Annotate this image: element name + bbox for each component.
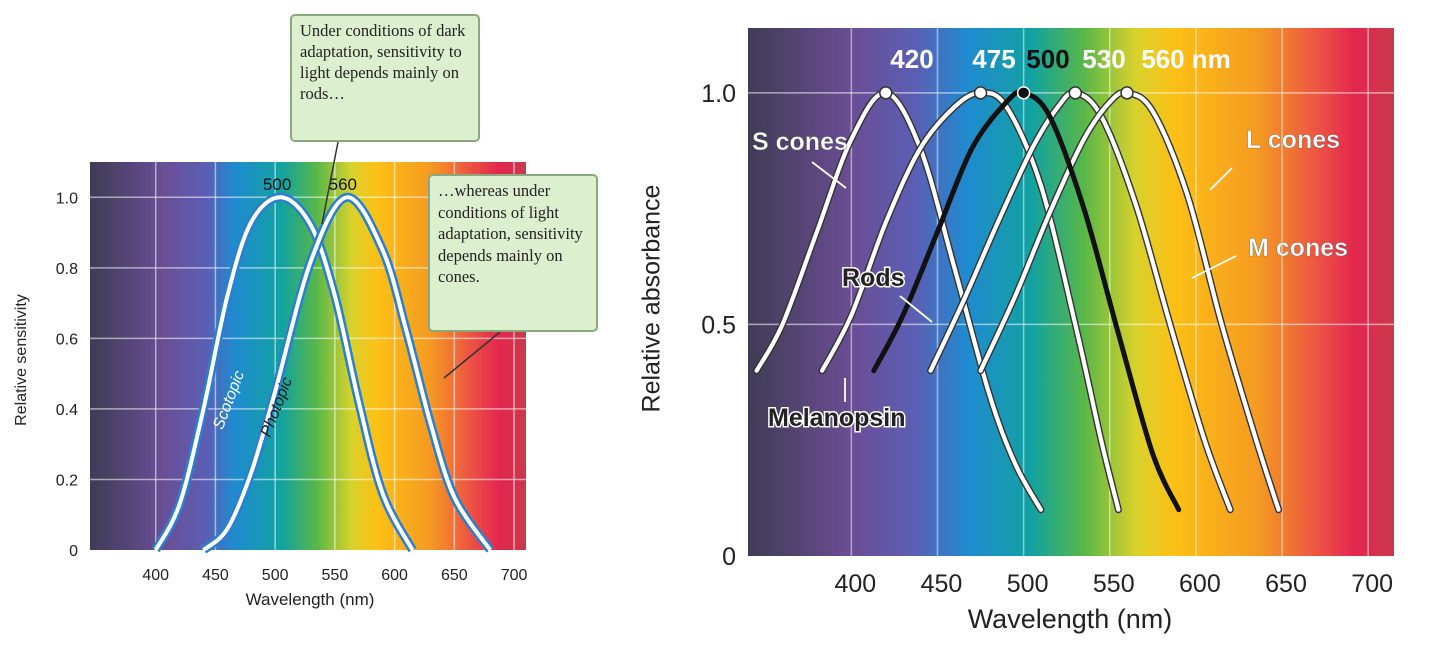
callout-light-pointer: [443, 331, 501, 379]
left-x-tick-label: 550: [322, 567, 349, 584]
left-y-tick-label: 0.6: [56, 331, 78, 348]
left-photopic-curve-core: [202, 195, 492, 552]
right-m-cones-pointer: [1191, 255, 1237, 279]
left-x-tick-label: 450: [202, 567, 229, 584]
right-rods-pointer: [899, 295, 933, 323]
right-x-tick-label: 600: [1179, 570, 1221, 598]
right-s-cones-pointer: [811, 161, 847, 189]
right-peak-label: 500: [1026, 44, 1069, 74]
right-l-cones-peak-marker: [1120, 86, 1134, 100]
right-x-tick-label: 650: [1265, 570, 1307, 598]
left-y-axis-label: Relative sensitivity: [13, 294, 30, 426]
callout-light-adaptation-text: …whereas under conditions of light adapt…: [438, 181, 583, 286]
left-peak-label: 500: [263, 175, 291, 194]
right-x-tick-label: 550: [1093, 570, 1135, 598]
left-x-axis-label: Wavelength (nm): [245, 590, 375, 609]
right-peak-label: 530: [1082, 44, 1125, 74]
right-melanopsin-label: Melanopsin: [768, 404, 906, 432]
left-x-tick-label: 600: [381, 567, 408, 584]
right-rods-peak-marker: [1016, 86, 1031, 100]
left-x-tick-label: 650: [441, 567, 468, 584]
left-scotopic-curve-core: [153, 195, 415, 551]
right-s-cones-curve: [754, 90, 1043, 512]
right-x-axis-label: Wavelength (nm): [967, 604, 1173, 634]
left-x-tick-label: 500: [262, 567, 289, 584]
callout-dark-adaptation-text: Under conditions of dark adaptation, sen…: [300, 21, 466, 103]
right-m-cones-label: M cones: [1248, 234, 1348, 262]
left-y-tick-label: 0.4: [56, 402, 78, 419]
left-y-tick-label: 0.2: [56, 472, 78, 489]
right-peak-label: 420: [890, 44, 933, 74]
right-m-cones-peak-marker: [1068, 86, 1083, 100]
right-s-cones-peak-marker: [879, 86, 893, 100]
left-chart: 400 450 500 550 600 650 700 0 0.2 0.4 0.6 0.8 1.0 500…: [56, 141, 528, 584]
left-y-tick-label: 0.8: [56, 261, 78, 278]
right-l-cones-pointer: [1209, 167, 1233, 191]
right-rods-label: Rods: [842, 264, 905, 292]
right-y-tick-label: 0: [722, 543, 736, 571]
right-y-tick-label: 1.0: [701, 80, 736, 108]
right-x-tick-label: 400: [835, 570, 877, 598]
left-peak-label: 560: [329, 175, 357, 194]
right-x-tick-label: 700: [1351, 570, 1393, 598]
callout-dark-adaptation: Under conditions of dark adaptation, sen…: [290, 14, 480, 142]
right-peak-label: 560 nm: [1141, 44, 1231, 74]
right-x-tick-label: 450: [921, 570, 963, 598]
callout-light-adaptation: …whereas under conditions of light adapt…: [428, 174, 598, 332]
right-s-cones-label: S cones: [752, 128, 848, 156]
left-x-tick-label: 700: [501, 567, 528, 584]
right-chart: 400 450 500 550 600 650 700 0 0.5 1.0 420 475 500 530…: [701, 28, 1394, 598]
right-x-tick-label: 500: [1007, 570, 1049, 598]
right-melanopsin-peak-marker: [973, 86, 988, 100]
right-y-axis-label: Relative absorbance: [637, 184, 666, 413]
left-y-tick-label: 0: [69, 543, 78, 560]
right-y-tick-label: 0.5: [701, 311, 736, 339]
left-y-tick-label: 1.0: [56, 190, 78, 207]
callout-dark-pointer: [321, 141, 339, 225]
left-x-tick-label: 400: [142, 567, 169, 584]
right-peak-label: 475: [972, 44, 1015, 74]
right-l-cones-label: L cones: [1246, 126, 1340, 154]
